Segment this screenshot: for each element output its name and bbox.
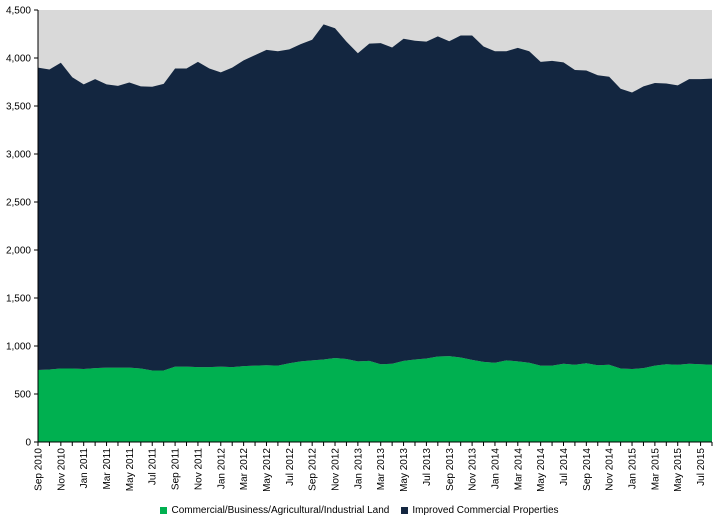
legend-swatch-land: [160, 506, 168, 514]
y-tick-label: 1,000: [6, 342, 31, 353]
x-tick-label: Jan 2012: [216, 448, 227, 490]
x-tick-label: Nov 2011: [193, 448, 204, 491]
x-tick-label: Jan 2013: [353, 448, 364, 490]
x-tick-label: May 2011: [125, 448, 136, 492]
x-tick-label: Jan 2014: [490, 448, 501, 490]
x-axis-tick-labels: Sep 2010 Nov 2010 Jan 2011 Mar 2011 May 2011…: [34, 448, 708, 492]
legend-label-improved: Improved Commercial Properties: [412, 504, 559, 516]
chart-legend: Commercial/Business/Agricultural/Industr…: [0, 502, 719, 518]
x-tick-label: Sep 2010: [34, 448, 45, 491]
y-tick-label: 0: [25, 438, 31, 449]
x-tick-label: Mar 2014: [513, 448, 524, 491]
chart-areas: [38, 24, 712, 442]
x-tick-label: Nov 2013: [468, 448, 479, 491]
legend-item-improved: Improved Commercial Properties: [401, 504, 559, 516]
x-tick-label: May 2015: [673, 448, 684, 492]
x-tick-label: Jul 2014: [559, 448, 570, 486]
x-tick-label: Nov 2010: [56, 448, 67, 491]
x-tick-label: Mar 2011: [102, 448, 113, 490]
y-tick-label: 2,000: [6, 246, 31, 257]
x-tick-label: Sep 2012: [308, 448, 319, 491]
x-tick-label: Mar 2015: [650, 448, 661, 491]
legend-item-land: Commercial/Business/Agricultural/Industr…: [160, 505, 389, 516]
x-tick-label: Jul 2015: [696, 448, 707, 486]
y-tick-label: 4,000: [6, 54, 31, 65]
y-tick-label: 3,000: [6, 150, 31, 161]
y-tick-label: 1,500: [6, 294, 31, 305]
chart-axes: [34, 9, 713, 446]
x-tick-label: Sep 2011: [171, 448, 182, 491]
x-tick-label: Sep 2013: [445, 448, 456, 491]
x-tick-label: Jul 2013: [422, 448, 433, 486]
x-tick-label: Mar 2013: [376, 448, 387, 491]
y-tick-label: 4,500: [6, 6, 31, 17]
x-tick-label: Jan 2011: [79, 448, 90, 489]
x-tick-label: Mar 2012: [239, 448, 250, 491]
x-tick-label: Jul 2011: [148, 448, 159, 486]
x-tick-label: Nov 2014: [605, 448, 616, 491]
x-tick-label: Jul 2012: [285, 448, 296, 486]
y-tick-label: 3,500: [6, 102, 31, 113]
legend-swatch-improved: [401, 506, 409, 514]
area-series-1: [38, 24, 712, 371]
legend-label-land: Commercial/Business/Agricultural/Industr…: [171, 504, 390, 516]
x-tick-label: May 2014: [536, 448, 547, 492]
x-tick-label: May 2013: [399, 448, 410, 492]
y-tick-label: 2,500: [6, 198, 31, 209]
x-tick-label: Jan 2015: [628, 448, 639, 490]
y-axis-tick-labels: 0 500 1,000 1,500 2,000 2,500 3,000 3,500 4,000 4…: [6, 6, 31, 449]
area-series-0: [38, 356, 712, 442]
x-tick-label: Nov 2012: [331, 448, 342, 491]
x-tick-label: Sep 2014: [582, 448, 593, 491]
y-tick-label: 500: [14, 390, 31, 401]
x-tick-label: May 2012: [262, 448, 273, 492]
